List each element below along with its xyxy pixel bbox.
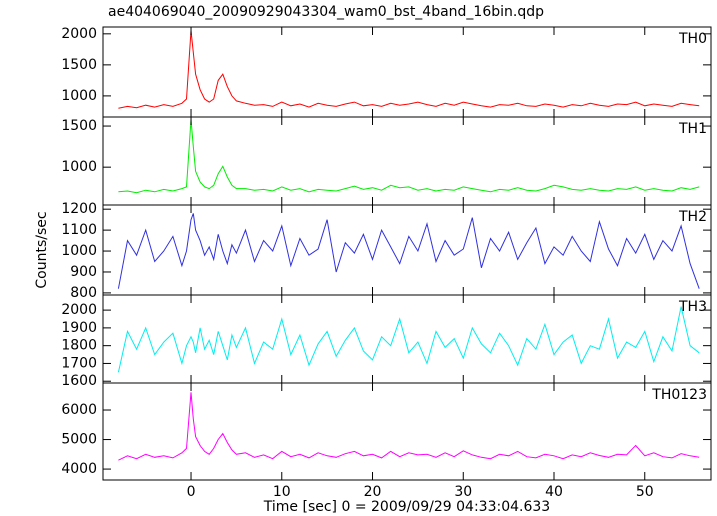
panel-frame	[102, 294, 712, 384]
y-tick-label: 1000	[61, 243, 97, 259]
light-curve	[118, 119, 700, 194]
y-tick-label: 4000	[61, 461, 97, 477]
light-curve	[117, 213, 700, 289]
y-tick-label: 1500	[61, 118, 97, 134]
x-tick-label: 20	[364, 484, 382, 500]
y-tick-label: 800	[70, 285, 97, 301]
x-tick-label: 40	[545, 484, 563, 500]
x-tick-label: 30	[454, 484, 472, 500]
x-tick-label: 50	[636, 484, 654, 500]
y-tick-label: 1700	[61, 355, 97, 371]
y-tick-label: 2000	[61, 302, 97, 318]
panel-label: TH2	[678, 209, 707, 225]
y-tick-label: 1500	[61, 57, 97, 73]
y-tick-label: 1200	[61, 201, 97, 217]
y-tick-label: 1900	[61, 320, 97, 336]
light-curve	[118, 392, 700, 461]
chart-title: ae404069040_20090929043304_wam0_bst_4ban…	[108, 4, 544, 20]
panel-label: TH0	[678, 31, 707, 47]
x-tick-label: 10	[273, 484, 291, 500]
panel-label: TH1	[678, 121, 707, 137]
y-tick-label: 5000	[61, 432, 97, 448]
panel-frame	[102, 26, 712, 118]
panel-label: TH0123	[651, 387, 707, 403]
panel-label: TH3	[678, 299, 707, 315]
y-tick-label: 1000	[61, 88, 97, 104]
y-tick-label: 900	[70, 264, 97, 280]
y-axis-label: Counts/sec	[34, 211, 50, 288]
x-axis-label: Time [sec] 0 = 2009/09/29 04:33:04.633	[263, 499, 550, 515]
panel-frame	[102, 382, 712, 481]
y-tick-label: 1100	[61, 222, 97, 238]
y-tick-label: 2000	[61, 26, 97, 42]
y-tick-label: 6000	[61, 402, 97, 418]
y-tick-label: 1000	[61, 159, 97, 175]
light-curve	[117, 306, 700, 373]
y-tick-label: 1600	[61, 373, 97, 389]
light-curve	[118, 30, 700, 109]
x-tick-label: 0	[187, 484, 196, 500]
y-tick-label: 1800	[61, 338, 97, 354]
